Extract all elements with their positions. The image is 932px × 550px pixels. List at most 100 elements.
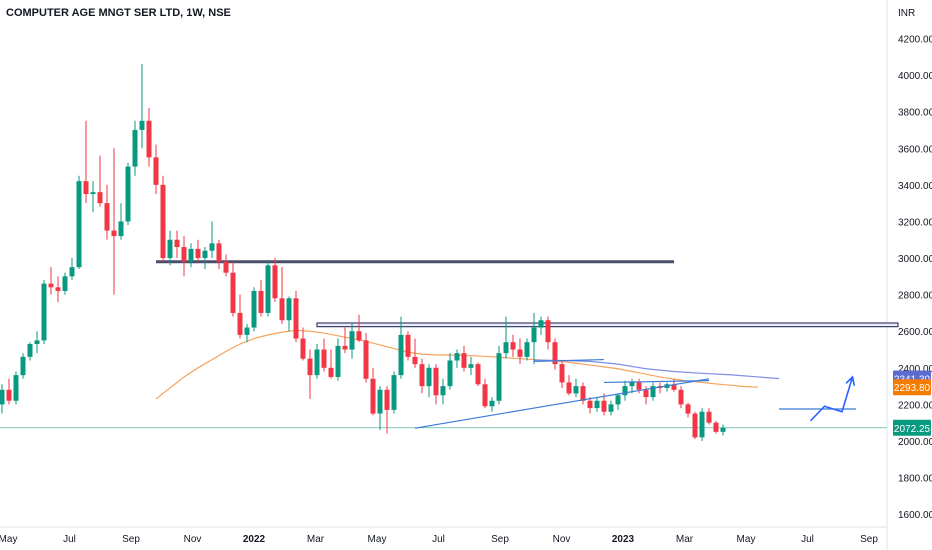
candle-body[interactable] xyxy=(132,129,138,167)
candle-body[interactable] xyxy=(76,181,82,268)
candle-body[interactable] xyxy=(643,389,649,398)
candle-body[interactable] xyxy=(223,261,229,273)
candle-body[interactable] xyxy=(713,422,719,432)
candle-body[interactable] xyxy=(27,344,33,357)
candle-body[interactable] xyxy=(300,338,306,359)
candle-body[interactable] xyxy=(545,320,551,343)
candle-body[interactable] xyxy=(405,334,411,357)
candle-body[interactable] xyxy=(608,404,614,412)
projection-arrow[interactable] xyxy=(809,376,854,422)
candle-body[interactable] xyxy=(307,358,313,376)
candle-body[interactable] xyxy=(90,192,96,194)
candle-body[interactable] xyxy=(139,120,145,130)
candle-body[interactable] xyxy=(524,342,530,357)
trend-line[interactable] xyxy=(414,407,535,429)
candle-body[interactable] xyxy=(104,203,110,231)
candle-body[interactable] xyxy=(692,413,698,438)
candle-body[interactable] xyxy=(321,349,327,368)
candle-body[interactable] xyxy=(34,340,40,345)
candle-body[interactable] xyxy=(272,265,278,299)
candle-body[interactable] xyxy=(286,298,292,321)
candle-body[interactable] xyxy=(503,342,509,354)
candle-body[interactable] xyxy=(41,283,47,341)
candle-body[interactable] xyxy=(447,360,453,387)
candle-body[interactable] xyxy=(97,192,103,204)
candle-body[interactable] xyxy=(83,181,89,194)
candle-body[interactable] xyxy=(62,276,68,291)
candle-body[interactable] xyxy=(419,364,425,387)
candle-body[interactable] xyxy=(118,221,124,237)
candle-body[interactable] xyxy=(601,400,607,412)
candle-body[interactable] xyxy=(482,384,488,407)
candle-body[interactable] xyxy=(391,375,397,410)
candle-body[interactable] xyxy=(489,400,495,407)
candle-body[interactable] xyxy=(454,353,460,361)
candle-body[interactable] xyxy=(517,349,523,357)
candle-body[interactable] xyxy=(342,345,348,350)
candle-body[interactable] xyxy=(699,411,705,438)
candle-body[interactable] xyxy=(69,267,75,277)
candle-body[interactable] xyxy=(615,395,621,405)
candle-body[interactable] xyxy=(559,364,565,383)
candle-body[interactable] xyxy=(356,331,362,341)
candle-body[interactable] xyxy=(377,389,383,414)
candle-body[interactable] xyxy=(209,243,215,251)
candle-body[interactable] xyxy=(461,353,467,368)
candle-body[interactable] xyxy=(475,364,481,385)
candle-body[interactable] xyxy=(650,386,656,398)
candle-body[interactable] xyxy=(125,166,131,222)
candle-body[interactable] xyxy=(412,356,418,365)
candle-body[interactable] xyxy=(580,386,586,401)
candle-body[interactable] xyxy=(237,312,243,335)
candle-body[interactable] xyxy=(230,272,236,313)
candle-body[interactable] xyxy=(279,298,285,321)
candle-body[interactable] xyxy=(496,353,502,401)
candle-body[interactable] xyxy=(13,375,19,401)
candle-body[interactable] xyxy=(538,320,544,328)
candle-body[interactable] xyxy=(587,400,593,409)
candle-body[interactable] xyxy=(251,290,257,328)
trend-line[interactable] xyxy=(603,380,710,384)
candle-body[interactable] xyxy=(153,157,159,185)
candle-body[interactable] xyxy=(111,230,117,237)
candle-body[interactable] xyxy=(531,327,537,343)
candle-body[interactable] xyxy=(370,378,376,414)
candle-body[interactable] xyxy=(622,386,628,396)
candle-body[interactable] xyxy=(363,340,369,379)
candle-body[interactable] xyxy=(384,389,390,410)
candle-body[interactable] xyxy=(573,386,579,394)
candle-body[interactable] xyxy=(398,334,404,376)
candle-body[interactable] xyxy=(181,247,187,262)
candle-body[interactable] xyxy=(328,367,334,377)
trend-line[interactable] xyxy=(533,358,605,363)
candle-body[interactable] xyxy=(433,367,439,396)
candle-body[interactable] xyxy=(335,345,341,377)
candle-body[interactable] xyxy=(48,283,54,288)
candle-body[interactable] xyxy=(426,367,432,387)
candle-body[interactable] xyxy=(671,384,677,390)
candle-body[interactable] xyxy=(566,382,572,394)
resistance-zone[interactable] xyxy=(316,322,899,328)
candle-body[interactable] xyxy=(20,356,26,376)
candle-body[interactable] xyxy=(195,248,201,259)
candle-body[interactable] xyxy=(636,382,642,390)
candle-body[interactable] xyxy=(174,239,180,248)
candle-body[interactable] xyxy=(706,411,712,423)
candle-body[interactable] xyxy=(720,427,726,432)
candle-body[interactable] xyxy=(146,120,152,158)
trend-line[interactable] xyxy=(533,378,710,409)
candle-body[interactable] xyxy=(216,243,222,262)
candle-body[interactable] xyxy=(244,327,250,335)
candle-body[interactable] xyxy=(594,400,600,409)
candle-body[interactable] xyxy=(552,342,558,365)
candle-body[interactable] xyxy=(202,250,208,259)
candle-body[interactable] xyxy=(0,389,5,405)
candle-body[interactable] xyxy=(678,389,684,405)
candle-body[interactable] xyxy=(6,389,12,401)
candle-body[interactable] xyxy=(265,265,271,313)
candle-body[interactable] xyxy=(349,331,355,350)
candle-body[interactable] xyxy=(293,298,299,339)
candle-body[interactable] xyxy=(188,248,194,262)
candle-body[interactable] xyxy=(167,239,173,259)
